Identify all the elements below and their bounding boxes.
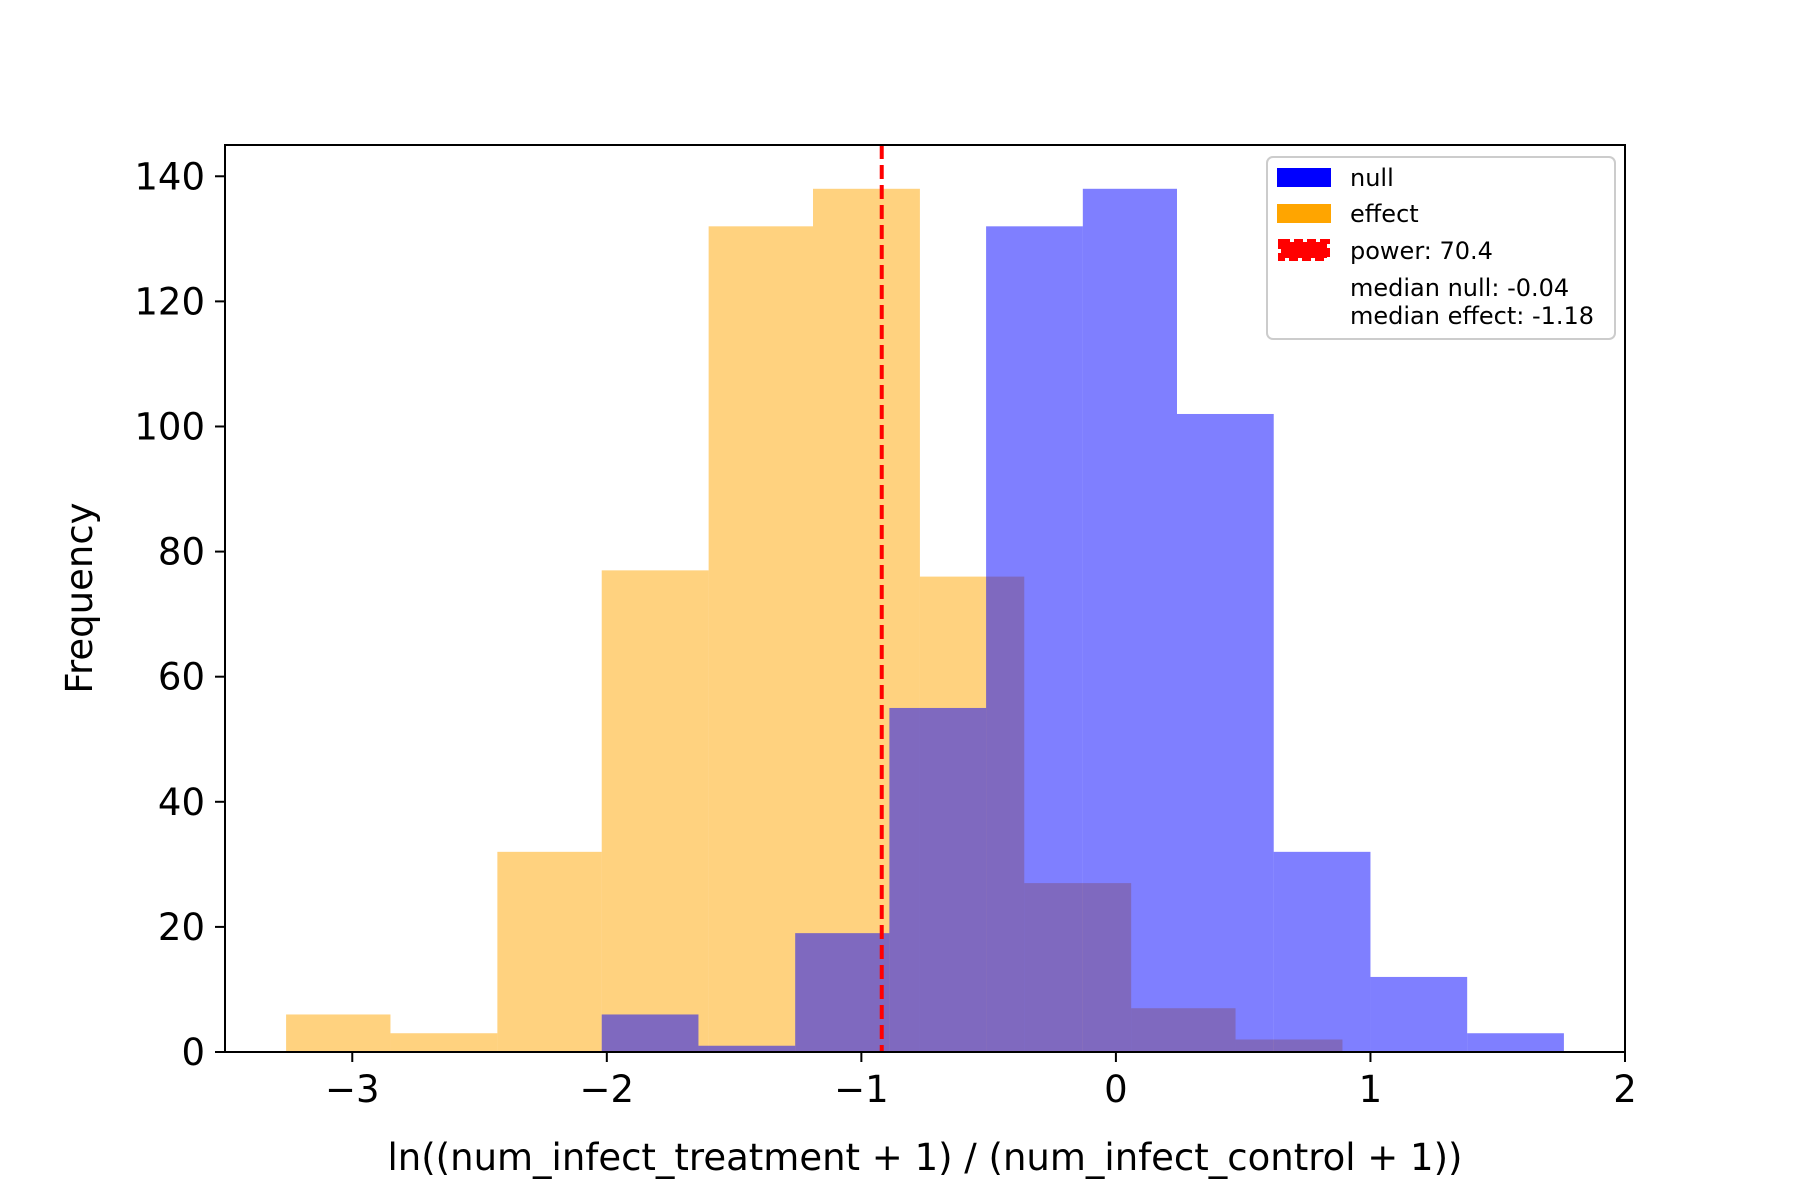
- legend-swatch-effect: [1277, 204, 1331, 223]
- x-tick-label-1: −2: [580, 1068, 635, 1111]
- null-bar-7: [1273, 851, 1371, 1052]
- y-axis-ticks: 0 20 40 60 80 100 120 140: [134, 155, 225, 1074]
- y-axis-label: Frequency: [58, 502, 101, 693]
- effect-bar-2: [497, 851, 602, 1052]
- x-tick-label-5: 2: [1613, 1068, 1637, 1111]
- null-bar-6: [1177, 413, 1274, 1052]
- y-tick-label-5: 100: [134, 405, 205, 448]
- legend-note-median-effect: median effect: -1.18: [1350, 302, 1594, 330]
- legend-swatch-power: [1278, 239, 1330, 261]
- null-bar-4: [986, 226, 1083, 1052]
- null-bar-3: [889, 707, 987, 1052]
- x-axis-ticks: −3 −2 −1 0 1 2: [325, 1052, 1637, 1111]
- legend-swatch-null: [1277, 168, 1331, 187]
- effect-bar-0: [286, 1014, 391, 1052]
- legend-box: [1266, 156, 1616, 340]
- y-tick-label-4: 80: [158, 531, 205, 574]
- x-tick-label-0: −3: [325, 1068, 380, 1111]
- axes-frame: [224, 144, 1626, 1053]
- null-bar-0: [601, 1014, 699, 1052]
- legend-note-median-null: median null: -0.04: [1350, 274, 1569, 302]
- legend: null effect power: 70.4 median null: -0.…: [1266, 156, 1616, 340]
- x-tick-label-3: 0: [1104, 1068, 1128, 1111]
- legend-label-power: power: 70.4: [1350, 237, 1493, 265]
- null-bars: [601, 188, 1564, 1053]
- y-tick-label-3: 60: [158, 656, 205, 699]
- y-tick-label-6: 120: [134, 280, 205, 323]
- effect-bar-1: [390, 1033, 498, 1052]
- effect-bar-3: [601, 570, 709, 1052]
- x-tick-label-2: −1: [834, 1068, 889, 1111]
- null-bar-2: [795, 933, 890, 1052]
- y-tick-label-1: 20: [158, 906, 205, 949]
- legend-label-effect: effect: [1350, 200, 1419, 228]
- null-bar-1: [698, 1045, 796, 1052]
- x-axis-label: ln((num_infect_treatment + 1) / (num_inf…: [388, 1136, 1463, 1179]
- y-tick-label-7: 140: [134, 155, 205, 198]
- legend-label-null: null: [1350, 164, 1394, 192]
- null-bar-9: [1467, 1033, 1564, 1052]
- x-tick-label-4: 1: [1359, 1068, 1383, 1111]
- null-bar-5: [1082, 188, 1177, 1053]
- effect-bar-4: [708, 226, 813, 1052]
- y-tick-label-0: 0: [181, 1031, 205, 1074]
- y-tick-label-2: 40: [158, 781, 205, 824]
- null-bar-8: [1370, 976, 1468, 1052]
